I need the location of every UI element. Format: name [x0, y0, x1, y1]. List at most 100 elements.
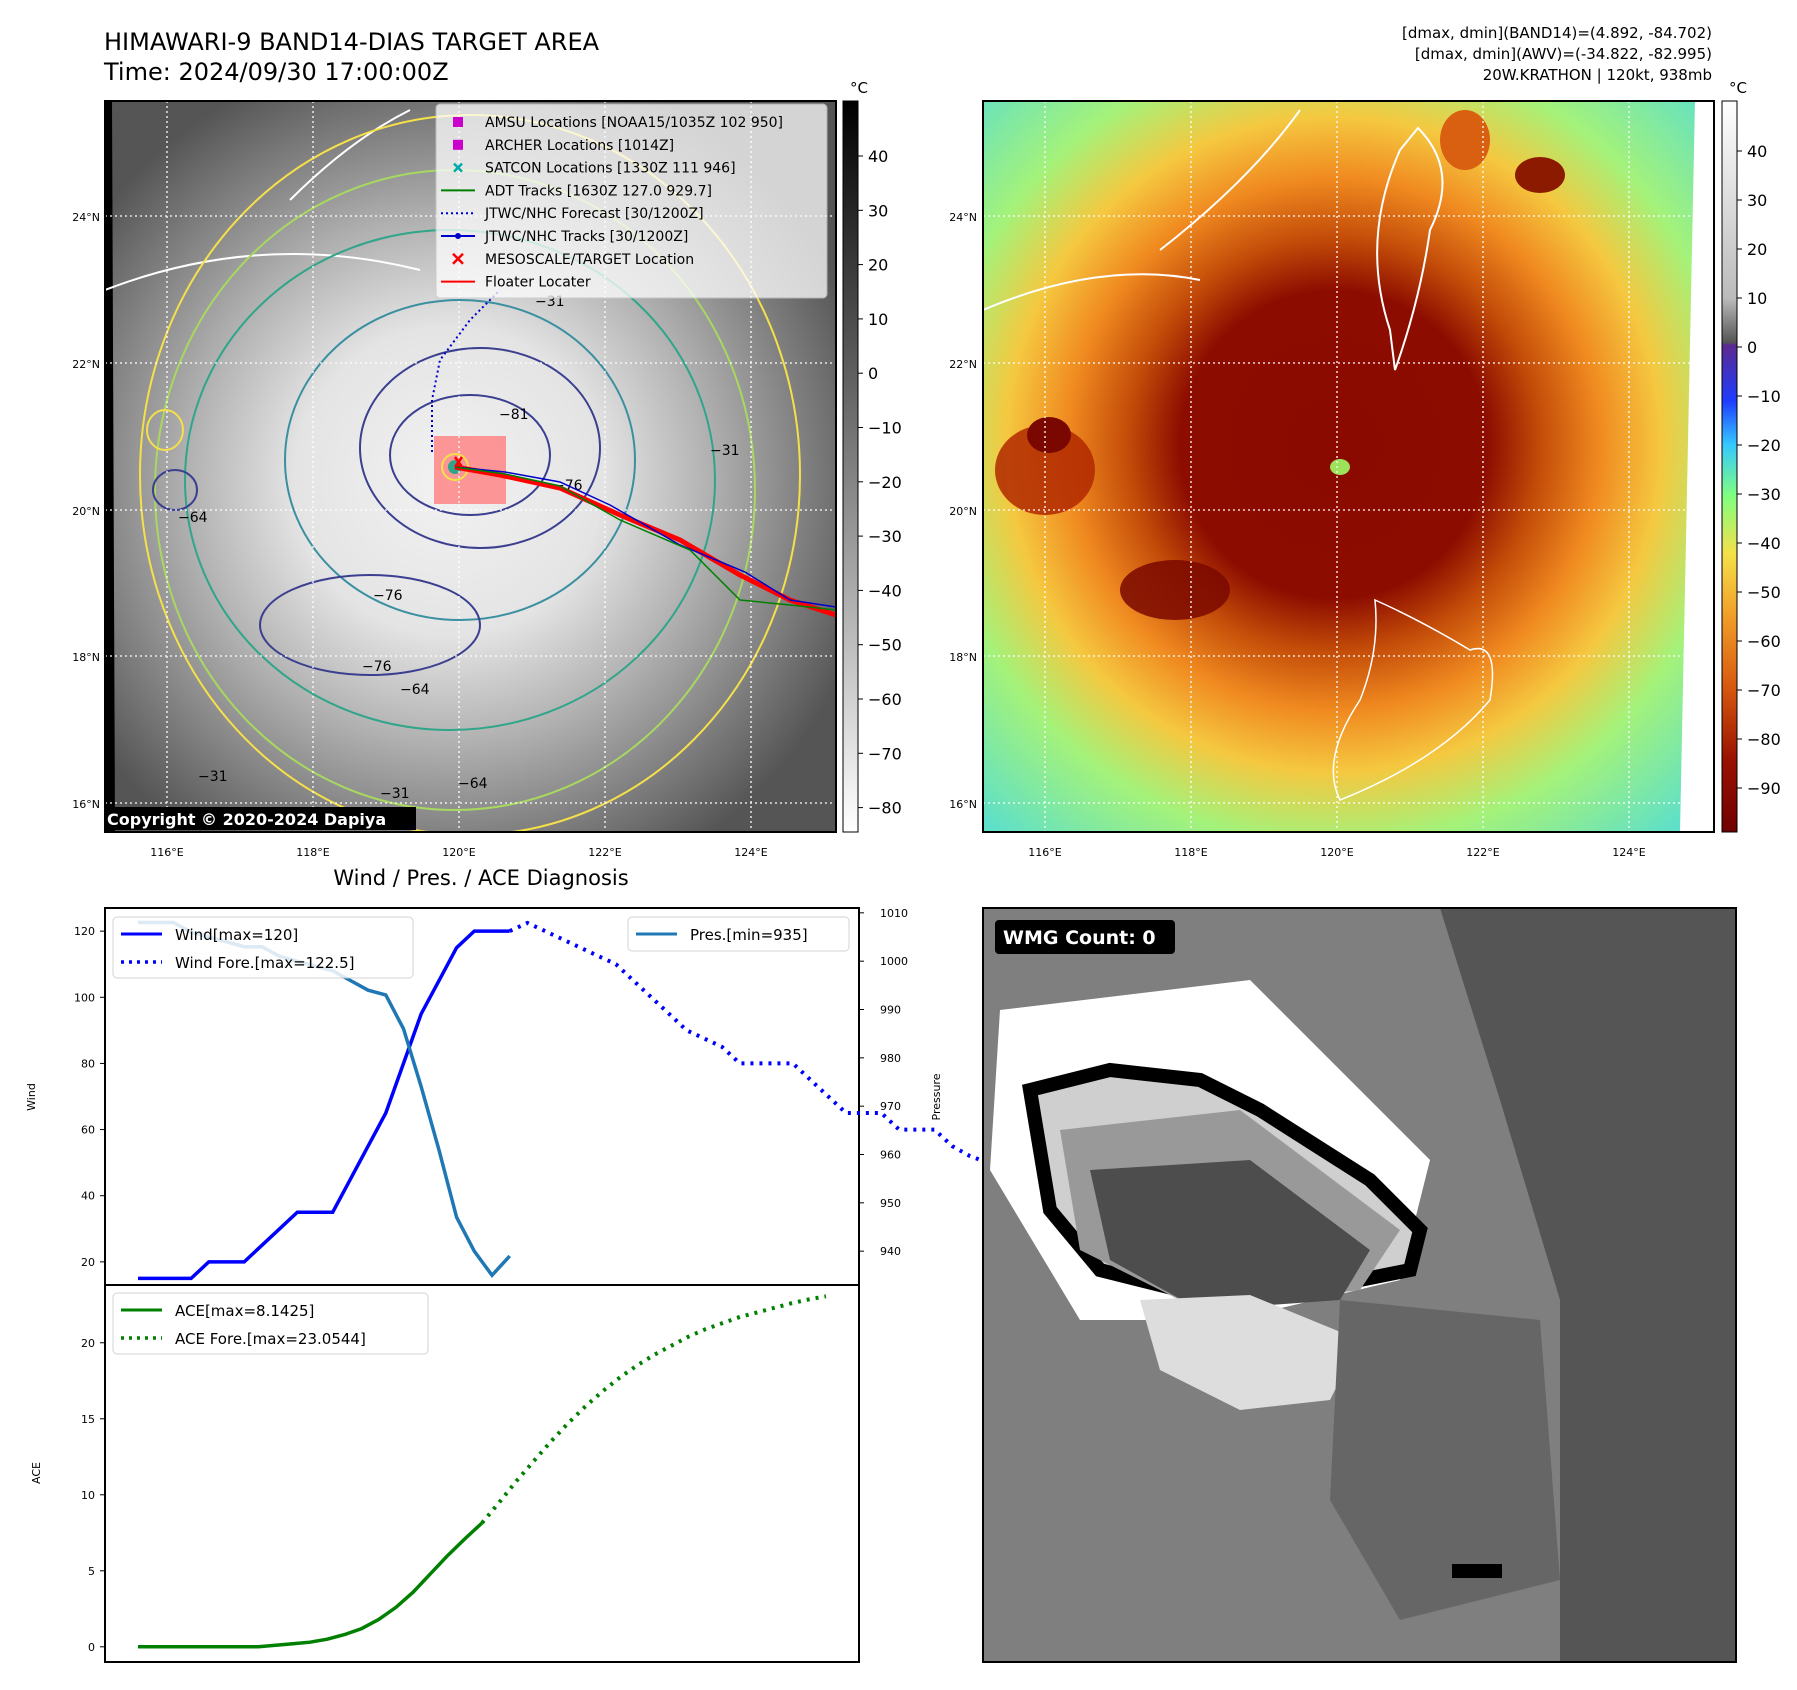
wind-legend: Wind[max=120] Wind Fore.[max=122.5] — [112, 916, 414, 979]
right-lat-labels: 24°N 22°N 20°N 18°N 16°N — [949, 211, 977, 811]
legend-marker — [452, 252, 464, 265]
left-map-panel: −81 −76 −64 −31 −76 −64 −31 −76 −31 −31 … — [72, 79, 902, 859]
legend-ace-fore: ACE Fore.[max=23.0544] — [175, 1330, 366, 1348]
left-map-frame — [104, 100, 837, 833]
legend-label: Floater Locater — [485, 275, 591, 291]
right-map-frame — [982, 100, 1715, 833]
info-storm: 20W.KRATHON | 120kt, 938mb — [1483, 66, 1712, 84]
y-tick-label: 10 — [81, 1489, 95, 1502]
left-lon-labels: 116°E 118°E 120°E 122°E 124°E — [150, 846, 767, 859]
right-lon-labels: 116°E 118°E 120°E 122°E 124°E — [1028, 846, 1645, 859]
lon-label-122: 122°E — [588, 846, 621, 859]
info-awv: [dmax, dmin](AWV)=(-34.822, -82.995) — [1415, 45, 1712, 63]
lat-label-18: 18°N — [72, 651, 100, 664]
contour-label-3: −64 — [178, 510, 208, 526]
legend-marker — [453, 162, 463, 173]
right-map-panel: 24°N 22°N 20°N 18°N 16°N 116°E 118°E 120… — [949, 79, 1781, 859]
y-tick-label: 940 — [880, 1245, 901, 1258]
cbar-tick-label: −20 — [868, 473, 902, 492]
contour-label-1: −81 — [499, 407, 529, 423]
info-band14: [dmax, dmin](BAND14)=(4.892, -84.702) — [1402, 24, 1712, 42]
legend-label: JTWC/NHC Tracks [30/1200Z] — [484, 229, 688, 245]
left-cbar-unit: °C — [850, 79, 868, 97]
y-tick-label: 0 — [88, 1641, 95, 1654]
lon-label-118: 118°E — [296, 846, 329, 859]
wmg-count-label: WMG Count: 0 — [1003, 927, 1156, 949]
legend-ace: ACE[max=8.1425] — [175, 1302, 314, 1320]
cbar-tick-label: 0 — [868, 364, 878, 383]
r-lat-label-20: 20°N — [949, 505, 977, 518]
diagnosis-title: Wind / Pres. / ACE Diagnosis — [333, 866, 628, 890]
ace-chart: ACE 0 5 10 15 20 ACE[max=8.1425] ACE Fore.[m… — [30, 1284, 860, 1663]
lon-label-116: 116°E — [150, 846, 183, 859]
cbar-tick-label: −60 — [1747, 632, 1781, 651]
y-tick-label: 120 — [74, 925, 95, 938]
series-wind-max-120- — [138, 929, 510, 1281]
lon-label-124: 124°E — [734, 846, 767, 859]
legend-label: ARCHER Locations [1014Z] — [485, 138, 674, 154]
cbar-tick-label: −90 — [1747, 779, 1781, 798]
cbar-tick-label: −70 — [868, 744, 902, 763]
y-tick-label: 970 — [880, 1100, 901, 1113]
contour-label-6: −64 — [400, 682, 430, 698]
r-lat-label-18: 18°N — [949, 651, 977, 664]
legend-label: ADT Tracks [1630Z 127.0 929.7] — [485, 183, 712, 199]
cbar-tick-label: −40 — [1747, 534, 1781, 553]
contour-label-7: −31 — [198, 769, 228, 785]
cbar-tick-label: −10 — [868, 419, 902, 438]
r-lat-label-16: 16°N — [949, 798, 977, 811]
cbar-tick-label: −10 — [1747, 387, 1781, 406]
y-tick-label: 100 — [74, 991, 95, 1004]
wind-pressure-chart: Wind / Pres. / ACE Diagnosis Wind Pressu… — [25, 866, 989, 1286]
figure-title: HIMAWARI-9 BAND14-DIAS TARGET AREA — [104, 28, 600, 56]
legend-label: AMSU Locations [NOAA15/1035Z 102 950] — [485, 115, 783, 131]
cbar-tick-label: 10 — [1747, 289, 1767, 308]
y-tick-label: 15 — [81, 1413, 95, 1426]
y-tick-label: 1010 — [880, 907, 908, 920]
cbar-tick-label: −20 — [1747, 436, 1781, 455]
figure-time: Time: 2024/09/30 17:00:00Z — [103, 58, 449, 86]
cbar-tick-label: −50 — [868, 636, 902, 655]
contour-label-4: −31 — [710, 443, 740, 459]
series-ace-max-8-1425- — [138, 1521, 484, 1649]
left-colorbar: °C 40 30 20 10 0 −10 −20 −30 −40 −50 −60 −70 −80 — [842, 79, 902, 833]
lat-label-20: 20°N — [72, 505, 100, 518]
pressure-legend: Pres.[min=935] — [627, 916, 850, 952]
copyright-box — [104, 807, 416, 830]
wmg-frame — [982, 907, 1737, 1663]
r-lon-label-116: 116°E — [1028, 846, 1061, 859]
cbar-tick-label: 0 — [1747, 338, 1757, 357]
contour-label-11: −64 — [458, 776, 488, 792]
cbar-tick-label: 40 — [1747, 142, 1767, 161]
y-tick-label: 20 — [81, 1256, 95, 1269]
pressure-axis-label: Pressure — [930, 1073, 943, 1120]
copyright-text: Copyright © 2020-2024 Dapiya — [107, 810, 386, 829]
y-tick-label: 980 — [880, 1052, 901, 1065]
cbar-tick-label: 20 — [868, 256, 888, 275]
cbar-tick-label: 40 — [868, 147, 888, 166]
r-lon-label-120: 120°E — [1320, 846, 1353, 859]
cbar-tick-label: −60 — [868, 690, 902, 709]
y-tick-label: 80 — [81, 1057, 95, 1070]
cbar-tick-label: 10 — [868, 310, 888, 329]
cbar-tick-label: −80 — [1747, 730, 1781, 749]
legend-marker — [453, 139, 463, 150]
y-tick-label: 40 — [81, 1190, 95, 1203]
legend-pressure: Pres.[min=935] — [690, 926, 808, 944]
legend-marker-dot — [455, 233, 461, 239]
left-map-legend: AMSU Locations [NOAA15/1035Z 102 950] ARC… — [435, 103, 828, 299]
r-lat-label-22: 22°N — [949, 358, 977, 371]
y-tick-label: 5 — [88, 1565, 95, 1578]
cbar-tick-label: 30 — [1747, 191, 1767, 210]
legend-marker — [453, 117, 463, 127]
wind-axis-label: Wind — [25, 1083, 38, 1111]
legend-label: MESOSCALE/TARGET Location — [485, 252, 694, 268]
y-tick-label: 960 — [880, 1149, 901, 1162]
cbar-tick-label: −40 — [868, 581, 902, 600]
cbar-tick-label: −30 — [1747, 485, 1781, 504]
wmg-count-box — [995, 920, 1175, 954]
cbar-tick-label: −50 — [1747, 583, 1781, 602]
y-tick-label: 20 — [81, 1337, 95, 1350]
cbar-tick-label: 20 — [1747, 240, 1767, 259]
lon-label-120: 120°E — [442, 846, 475, 859]
